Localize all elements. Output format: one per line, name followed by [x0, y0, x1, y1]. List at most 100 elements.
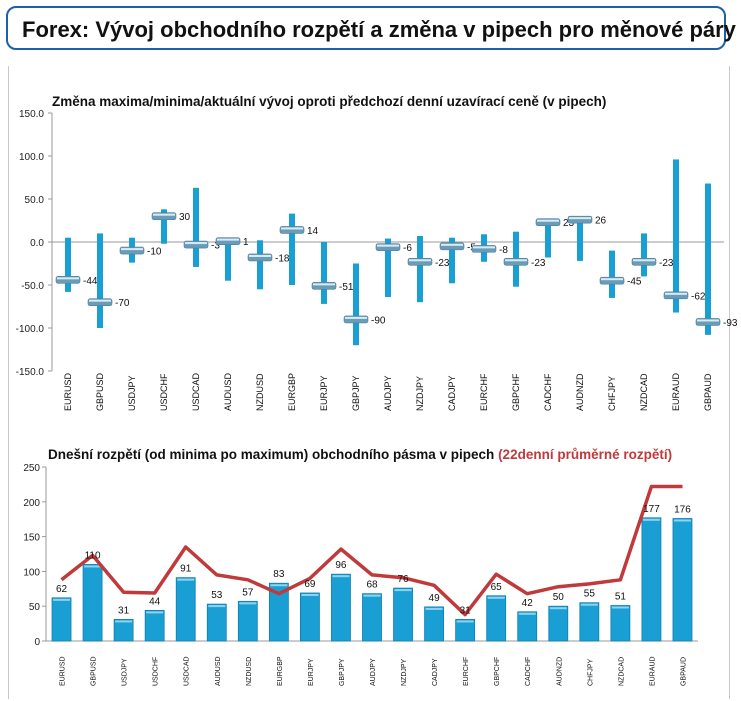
chart2-bar — [579, 602, 600, 642]
chart2-y-tick-label: 0 — [34, 637, 40, 648]
chart2-bar — [331, 573, 351, 642]
chart2-average-line — [60, 484, 683, 617]
chart2-bar-label: 55 — [584, 589, 596, 600]
chart2-bar — [610, 605, 631, 642]
chart1-current-marker-highlight — [473, 246, 495, 249]
chart1-range-bar — [289, 213, 295, 285]
chart2-bar — [113, 619, 134, 642]
chart1-current-marker-highlight — [441, 243, 463, 246]
chart2-bar-label: 31 — [460, 605, 472, 616]
chart1-x-tick-label: USDCAD — [191, 372, 201, 411]
chart2-bar-highlight — [84, 565, 102, 568]
chart1-current-marker-highlight — [249, 254, 271, 257]
chart1-range-bar — [673, 159, 679, 313]
chart1-x-tick-label: AUDJPY — [383, 375, 393, 411]
chart2-bar — [548, 605, 569, 642]
chart2-y-tick-label: 200 — [23, 498, 40, 509]
chart1-x-tick-label: NZDCAD — [639, 373, 649, 411]
chart2-bar-label: 110 — [85, 550, 101, 561]
chart1-current-label: -93 — [723, 318, 738, 329]
chart2-bar-label: 42 — [522, 598, 534, 609]
chart1-current-label: 30 — [179, 212, 191, 223]
chart1-title: Změna maxima/minima/aktuální vývoj oprot… — [52, 94, 606, 109]
chart1-current-label: -44 — [83, 276, 98, 287]
chart1-x-tick-label: EURUSD — [63, 372, 73, 411]
chart1-x-tick-label: CADCHF — [543, 373, 553, 411]
header-box: Forex: Vývoj obchodního rozpětí a změna … — [6, 6, 736, 50]
chart1-y-tick-label: -150.0 — [16, 367, 45, 378]
page-title: Forex: Vývoj obchodního rozpětí a změna … — [22, 17, 736, 42]
chart1-y-tick-label: 100.0 — [19, 152, 44, 163]
chart1-x-tick-label: EURJPY — [319, 375, 329, 411]
chart1-current-label: 1 — [243, 237, 249, 248]
chart2-bar — [424, 606, 444, 642]
chart1-range-bar — [577, 217, 583, 261]
chart1-current-marker-highlight — [217, 238, 239, 241]
chart1-current-label: -8 — [499, 245, 508, 256]
chart2-x-tick-label: GBPAUD — [680, 657, 687, 686]
chart2-x-tick-label: CHFJPY — [587, 658, 594, 686]
chart1-range-bar — [97, 233, 103, 328]
chart2-title-suffix: (22denní průměrné rozpětí) — [498, 447, 672, 462]
chart1-range-bar — [65, 237, 71, 292]
chart1-range-bar — [417, 235, 423, 303]
chart2-title: Dnešní rozpětí (od minima po maximum) ob… — [48, 447, 672, 462]
chart2-x-tick-label: EURCHF — [463, 657, 470, 686]
chart1-range-bar — [449, 237, 455, 284]
chart1-current-marker-highlight — [505, 259, 527, 262]
chart1-x-tick-label: CHFJPY — [607, 376, 617, 411]
chart1-x-tick-label: USDCHF — [159, 373, 169, 411]
chart2-x-tick-label: USDCHF — [153, 657, 160, 686]
chart2-x-tick-label: NZDUSD — [246, 657, 253, 686]
chart1-range-bar — [385, 238, 391, 298]
chart1-y-tick-label: -100.0 — [16, 324, 45, 335]
chart2-bar-label: 44 — [149, 596, 161, 607]
chart2-x-tick-label: EURAUD — [649, 656, 656, 686]
chart2-bar — [82, 564, 103, 642]
chart1-current-label: -62 — [691, 291, 706, 302]
chart1-x-tick-label: NZDUSD — [255, 373, 265, 411]
chart2-bar — [455, 619, 476, 642]
chart2-bar-highlight — [394, 589, 412, 592]
chart1-range-bar — [705, 183, 711, 335]
chart2-bar-label: 53 — [211, 590, 223, 601]
chart2-bar-highlight — [239, 602, 257, 605]
chart2-y-tick-label: 100 — [23, 567, 40, 578]
chart1-current-label: -45 — [627, 277, 642, 288]
chart2-bar-highlight — [363, 594, 381, 597]
chart1-x-tick-label: GBPJPY — [351, 375, 361, 411]
chart2-bar-highlight — [580, 603, 598, 606]
chart2-y-tick-label: 150 — [23, 533, 40, 544]
chart1-current-label: -70 — [115, 298, 130, 309]
chart2-bar-highlight — [115, 620, 133, 623]
chart1-x-tick-label: GBPCHF — [511, 373, 521, 411]
chart2-x-tick-label: AUDJPY — [370, 658, 377, 686]
chart1-current-marker-highlight — [601, 278, 623, 281]
chart1-range-bar — [225, 237, 231, 281]
chart2-bar-label: 65 — [491, 582, 503, 593]
chart1-current-marker-highlight — [185, 242, 207, 245]
chart1-current-label: -23 — [531, 258, 546, 269]
chart1-x-tick-label: USDJPY — [127, 375, 137, 411]
chart1-x-tick-label: EURGBP — [287, 373, 297, 411]
chart1-x-tick-label: AUDNZD — [575, 373, 585, 411]
chart2-x-tick-label: GBPJPY — [339, 658, 346, 686]
chart2-title-main: Dnešní rozpětí (od minima po maximum) ob… — [48, 447, 498, 462]
chart2-bar-highlight — [270, 584, 288, 587]
chart2-bar-label: 49 — [429, 593, 441, 604]
chart2-bar-highlight — [301, 593, 319, 596]
chart2-bar-label: 51 — [615, 592, 627, 603]
chart1-range-bar — [545, 220, 551, 258]
chart2-bar-label: 176 — [674, 505, 691, 516]
chart1-current-label: -6 — [403, 243, 412, 254]
chart2-bar-label: 62 — [56, 584, 68, 595]
chart2-bar-highlight — [146, 611, 164, 614]
chart2-x-tick-label: AUDNZD — [556, 657, 563, 686]
chart2-bar-label: 69 — [304, 579, 316, 590]
chart1-current-marker-highlight — [537, 219, 559, 222]
chart1-current-marker-highlight — [633, 259, 655, 262]
chart1-current-label: -23 — [659, 258, 674, 269]
chart2-bar-label: 177 — [643, 504, 660, 515]
chart1-x-tick-label: EURAUD — [671, 372, 681, 411]
